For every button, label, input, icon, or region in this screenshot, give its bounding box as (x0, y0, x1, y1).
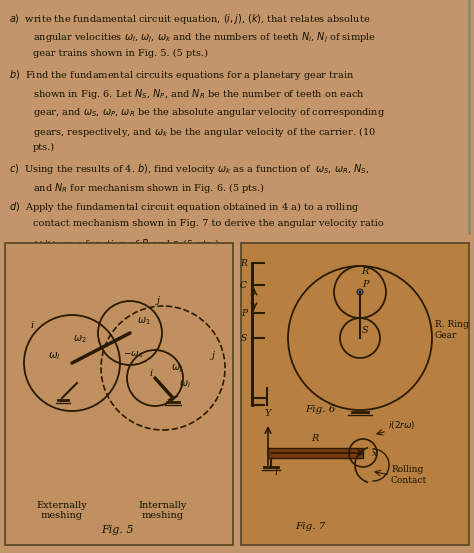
Text: S: S (362, 326, 368, 335)
Text: P: P (241, 309, 247, 317)
FancyBboxPatch shape (241, 243, 469, 545)
Text: $\omega_2$: $\omega_2$ (73, 333, 87, 345)
Text: $i(2r\omega)$: $i(2r\omega)$ (388, 419, 416, 431)
Text: $\omega_j$: $\omega_j$ (171, 362, 183, 375)
Text: j: j (156, 296, 159, 305)
Text: shown in Fig. 6. Let $N_S$, $N_P$, and $N_R$ be the number of teeth on each: shown in Fig. 6. Let $N_S$, $N_P$, and $… (33, 87, 365, 101)
Text: $\omega_i$/$\omega_k$ as a function of $R$ and $r$. (5 pts.): $\omega_i$/$\omega_k$ as a function of $… (33, 237, 220, 252)
Text: $c)$  Using the results of 4. $b)$, find velocity $\omega_k$ as a function of  $: $c)$ Using the results of 4. $b)$, find … (9, 162, 370, 176)
Bar (268, 448, 363, 458)
Text: $d)$  Apply the fundamental circuit equation obtained in 4 a) to a rolling: $d)$ Apply the fundamental circuit equat… (9, 200, 360, 214)
Text: gear trains shown in Fig. 5. (5 pts.): gear trains shown in Fig. 5. (5 pts.) (33, 49, 208, 59)
Text: $\omega_1$: $\omega_1$ (137, 315, 151, 327)
Text: Rolling
Contact: Rolling Contact (391, 465, 427, 485)
Text: contact mechanism shown in Fig. 7 to derive the angular velocity ratio: contact mechanism shown in Fig. 7 to der… (33, 218, 384, 228)
Circle shape (357, 289, 363, 295)
Text: R: R (361, 267, 369, 276)
Text: R. Ring
Gear: R. Ring Gear (435, 320, 469, 340)
FancyBboxPatch shape (5, 243, 233, 545)
Text: S: S (241, 333, 247, 342)
Text: Fig. 7: Fig. 7 (295, 522, 325, 531)
Text: j: j (211, 351, 215, 360)
Text: and $N_R$ for mechanism shown in Fig. 6. (5 pts.): and $N_R$ for mechanism shown in Fig. 6.… (33, 181, 265, 195)
Text: $b)$  Find the fundamental circuits equations for a planetary gear train: $b)$ Find the fundamental circuits equat… (9, 68, 355, 82)
Text: Y: Y (265, 409, 271, 418)
Text: i: i (149, 369, 153, 378)
Text: gear, and $\omega_S$, $\omega_P$, $\omega_R$ be the absolute angular velocity of: gear, and $\omega_S$, $\omega_P$, $\omeg… (33, 106, 385, 119)
Text: pts.): pts.) (33, 143, 55, 153)
Text: Fig. 6: Fig. 6 (305, 405, 335, 414)
Text: $-\omega_1$: $-\omega_1$ (123, 349, 143, 359)
Text: Externally
meshing: Externally meshing (36, 501, 87, 520)
Text: R: R (240, 258, 247, 268)
Text: gears, respectively, and $\omega_k$ be the angular velocity of the carrier. (10: gears, respectively, and $\omega_k$ be t… (33, 124, 376, 139)
Text: x: x (372, 448, 377, 457)
Text: Fig. 5: Fig. 5 (101, 525, 133, 535)
Text: $a)$  write the fundamental circuit equation, $(i, j)$, $(k)$, that relates abso: $a)$ write the fundamental circuit equat… (9, 12, 371, 26)
Text: P: P (362, 280, 368, 289)
Text: $\omega_i$: $\omega_i$ (48, 350, 60, 362)
Text: Internally
meshing: Internally meshing (139, 501, 187, 520)
Text: R: R (311, 434, 319, 443)
Text: angular velocities $\omega_i$, $\omega_j$, $\omega_k$ and the numbers of teeth $: angular velocities $\omega_i$, $\omega_j… (33, 30, 376, 45)
Text: l: l (274, 468, 278, 477)
Text: $\omega_i$: $\omega_i$ (179, 378, 191, 390)
Text: i: i (30, 321, 34, 330)
Text: C: C (240, 280, 247, 290)
